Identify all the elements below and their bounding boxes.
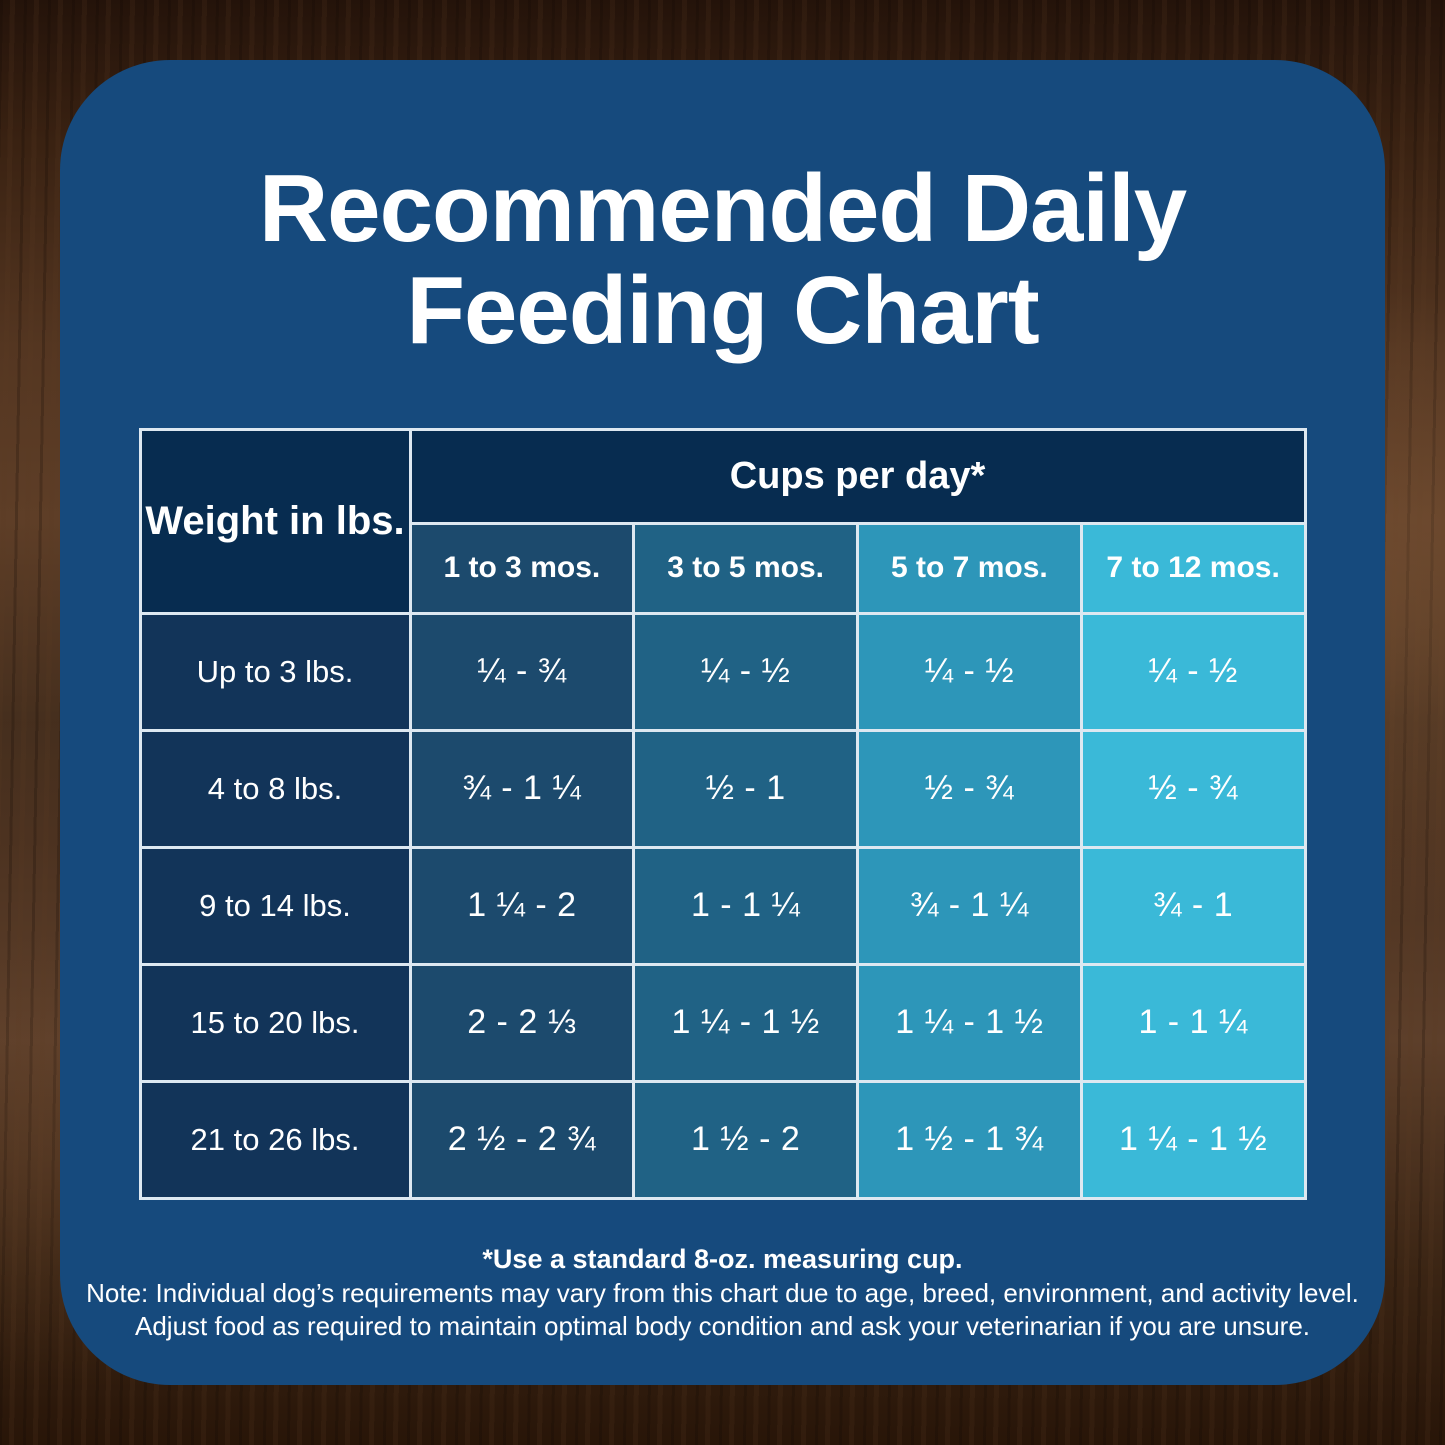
feeding-value-cell: ¾ - 1 — [1079, 845, 1307, 966]
feeding-value-cell: 1 ¼ - 1 ½ — [1079, 1079, 1307, 1200]
weight-row-label: 9 to 14 lbs. — [138, 845, 412, 966]
feeding-value-cell: ½ - ¾ — [1079, 728, 1307, 849]
table-row: 15 to 20 lbs. 2 - 2 ⅓ 1 ¼ - 1 ½ 1 ¼ - 1 … — [138, 962, 1307, 1083]
table-row: Up to 3 lbs. ¼ - ¾ ¼ - ½ ¼ - ½ ¼ - ½ — [138, 611, 1307, 732]
weight-row-label: 15 to 20 lbs. — [138, 962, 412, 1083]
feeding-value-cell: 2 ½ - 2 ¾ — [408, 1079, 636, 1200]
feeding-chart-card: Recommended Daily Feeding Chart Weight i… — [60, 60, 1385, 1385]
feeding-value-cell: ¾ - 1 ¼ — [408, 728, 636, 849]
feeding-value-cell: ¼ - ¾ — [408, 611, 636, 732]
weight-row-label: Up to 3 lbs. — [138, 611, 412, 732]
vary-note-line1: Note: Individual dog’s requirements may … — [86, 1277, 1359, 1308]
measuring-cup-note: *Use a standard 8-oz. measuring cup. — [482, 1243, 963, 1274]
feeding-value-cell: 1 - 1 ¼ — [1079, 962, 1307, 1083]
feeding-value-cell: ¼ - ½ — [1079, 611, 1307, 732]
cups-per-day-header: Cups per day* — [408, 427, 1307, 525]
chart-title: Recommended Daily Feeding Chart — [258, 155, 1187, 364]
weight-row-label: 4 to 8 lbs. — [138, 728, 412, 849]
feeding-table: Weight in lbs. Cups per day* 1 to 3 mos.… — [138, 427, 1307, 1200]
age-column-header-1to3: 1 to 3 mos. — [408, 521, 636, 615]
feeding-value-cell: ¼ - ½ — [856, 611, 1083, 732]
feeding-value-cell: 1 ¼ - 2 — [408, 845, 636, 966]
weight-row-label: 21 to 26 lbs. — [138, 1079, 412, 1200]
age-column-header-3to5: 3 to 5 mos. — [632, 521, 859, 615]
feeding-value-cell: ½ - ¾ — [856, 728, 1083, 849]
table-row: 21 to 26 lbs. 2 ½ - 2 ¾ 1 ½ - 2 1 ½ - 1 … — [138, 1079, 1307, 1200]
age-column-header-7to12: 7 to 12 mos. — [1079, 521, 1307, 615]
feeding-value-cell: 1 ¼ - 1 ½ — [632, 962, 859, 1083]
feeding-value-cell: 1 - 1 ¼ — [632, 845, 859, 966]
age-column-header-5to7: 5 to 7 mos. — [856, 521, 1083, 615]
feeding-value-cell: 2 - 2 ⅓ — [408, 962, 636, 1083]
weight-header-cell: Weight in lbs. — [138, 427, 412, 615]
footnotes: *Use a standard 8-oz. measuring cup. Not… — [60, 1242, 1385, 1345]
feeding-value-cell: 1 ½ - 2 — [632, 1079, 859, 1200]
table-row: 4 to 8 lbs. ¾ - 1 ¼ ½ - 1 ½ - ¾ ½ - ¾ — [138, 728, 1307, 849]
table-row: 9 to 14 lbs. 1 ¼ - 2 1 - 1 ¼ ¾ - 1 ¼ ¾ -… — [138, 845, 1307, 966]
vary-note-line2: Adjust food as required to maintain opti… — [134, 1311, 1310, 1342]
feeding-value-cell: ¾ - 1 ¼ — [856, 845, 1083, 966]
feeding-value-cell: 1 ¼ - 1 ½ — [856, 962, 1083, 1083]
feeding-value-cell: 1 ½ - 1 ¾ — [856, 1079, 1083, 1200]
feeding-value-cell: ½ - 1 — [632, 728, 859, 849]
feeding-value-cell: ¼ - ½ — [632, 611, 859, 732]
